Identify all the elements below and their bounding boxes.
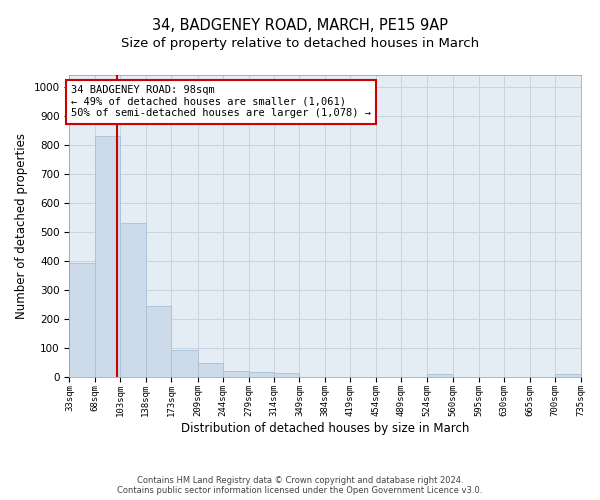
Y-axis label: Number of detached properties: Number of detached properties xyxy=(15,133,28,319)
Bar xyxy=(555,374,581,376)
Bar xyxy=(172,350,197,376)
Bar xyxy=(274,373,299,376)
Bar xyxy=(427,374,453,376)
Bar xyxy=(146,306,172,376)
Text: Size of property relative to detached houses in March: Size of property relative to detached ho… xyxy=(121,38,479,51)
Text: 34, BADGENEY ROAD, MARCH, PE15 9AP: 34, BADGENEY ROAD, MARCH, PE15 9AP xyxy=(152,18,448,32)
X-axis label: Distribution of detached houses by size in March: Distribution of detached houses by size … xyxy=(181,422,469,435)
Bar xyxy=(197,362,223,376)
Text: 34 BADGENEY ROAD: 98sqm
← 49% of detached houses are smaller (1,061)
50% of semi: 34 BADGENEY ROAD: 98sqm ← 49% of detache… xyxy=(71,85,371,118)
Bar xyxy=(223,372,248,376)
Bar xyxy=(70,264,95,376)
Bar xyxy=(121,223,146,376)
Text: Contains HM Land Registry data © Crown copyright and database right 2024.
Contai: Contains HM Land Registry data © Crown c… xyxy=(118,476,482,495)
Bar xyxy=(248,372,274,376)
Bar xyxy=(95,136,121,376)
